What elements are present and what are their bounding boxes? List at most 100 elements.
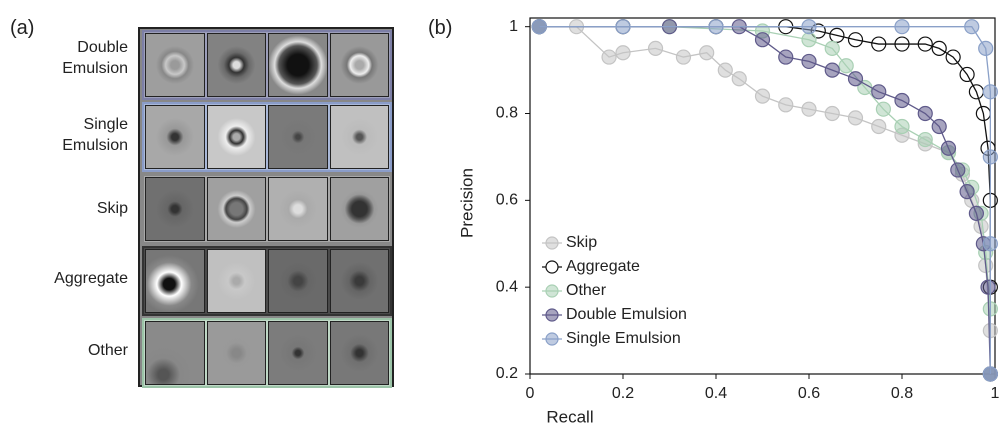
point	[718, 63, 732, 77]
point	[876, 102, 890, 116]
point	[983, 85, 997, 99]
y-tick-label: 0.4	[496, 278, 518, 295]
point	[951, 163, 965, 177]
image-tile	[268, 321, 328, 385]
image-tile	[145, 177, 205, 241]
point	[839, 59, 853, 73]
image-row	[142, 30, 392, 100]
image-tile	[268, 177, 328, 241]
image-tile	[330, 321, 390, 385]
point	[825, 41, 839, 55]
image-tile	[145, 105, 205, 169]
y-tick-label: 0.2	[496, 365, 518, 382]
point	[895, 93, 909, 107]
x-tick-label: 0.6	[798, 385, 820, 402]
figure: (a) (b) Double Emulsion Single Emulsion …	[0, 0, 1000, 429]
point	[825, 107, 839, 121]
x-tick-label: 0.4	[705, 385, 727, 402]
point	[849, 111, 863, 125]
image-row	[142, 318, 392, 388]
point	[602, 50, 616, 64]
point	[700, 46, 714, 60]
y-tick-label: 0.6	[496, 192, 518, 209]
point	[965, 20, 979, 34]
point	[979, 41, 993, 55]
panel-label: (a)	[10, 17, 34, 40]
image-tile	[207, 33, 267, 97]
point	[616, 46, 630, 60]
image-tile	[330, 249, 390, 313]
x-tick-label: 1	[991, 385, 1000, 402]
image-tile	[145, 249, 205, 313]
point	[983, 150, 997, 164]
point	[981, 280, 995, 294]
legend-label: Other	[566, 282, 607, 299]
point	[983, 237, 997, 251]
row-label: Skip	[40, 198, 128, 219]
point	[802, 20, 816, 34]
legend-label: Skip	[566, 234, 597, 251]
point	[918, 133, 932, 147]
x-tick-label: 0.8	[891, 385, 913, 402]
image-row	[142, 174, 392, 244]
row-label: Single Emulsion	[60, 114, 128, 156]
point	[849, 72, 863, 86]
point	[649, 41, 663, 55]
y-axis-label: Precision	[457, 168, 476, 238]
point	[756, 33, 770, 47]
image-tile	[207, 249, 267, 313]
image-tile	[268, 105, 328, 169]
legend-marker	[546, 309, 558, 321]
chart: Recall Precision 0.2 0.4 0.6 0.8 1 0 0.2 0.4 0.6…	[430, 0, 1000, 429]
point	[872, 85, 886, 99]
point	[895, 120, 909, 134]
point	[779, 50, 793, 64]
row-label: Double Emulsion	[60, 37, 128, 79]
point	[918, 107, 932, 121]
image-tile	[207, 321, 267, 385]
image-tile	[145, 321, 205, 385]
point	[960, 185, 974, 199]
point	[802, 102, 816, 116]
image-row	[142, 246, 392, 316]
image-tile	[207, 105, 267, 169]
point	[532, 20, 546, 34]
image-tile	[145, 33, 205, 97]
point	[872, 120, 886, 134]
x-axis-label: Recall	[546, 407, 593, 426]
point	[969, 206, 983, 220]
point	[676, 50, 690, 64]
image-tile	[330, 33, 390, 97]
point	[779, 98, 793, 112]
legend-marker	[546, 261, 558, 273]
point	[802, 33, 816, 47]
image-row	[142, 102, 392, 172]
point	[825, 63, 839, 77]
legend-marker	[546, 285, 558, 297]
legend-marker	[546, 237, 558, 249]
point	[709, 20, 723, 34]
legend-marker	[546, 333, 558, 345]
image-tile	[330, 177, 390, 241]
x-tick-label: 0	[526, 385, 535, 402]
legend-label: Double Emulsion	[566, 306, 687, 323]
row-label: Other	[40, 340, 128, 361]
legend-label: Aggregate	[566, 258, 640, 275]
row-label: Aggregate	[40, 268, 128, 289]
point	[983, 367, 997, 381]
x-tick-label: 0.2	[612, 385, 634, 402]
point	[616, 20, 630, 34]
image-grid	[138, 27, 394, 387]
image-tile	[268, 33, 328, 97]
point	[942, 141, 956, 155]
y-tick-label: 0.8	[496, 105, 518, 122]
point	[756, 89, 770, 103]
point	[732, 72, 746, 86]
point	[895, 20, 909, 34]
image-tile	[207, 177, 267, 241]
image-tile	[268, 249, 328, 313]
point	[802, 54, 816, 68]
image-tile	[330, 105, 390, 169]
y-tick-label: 1	[509, 18, 518, 35]
point	[932, 120, 946, 134]
